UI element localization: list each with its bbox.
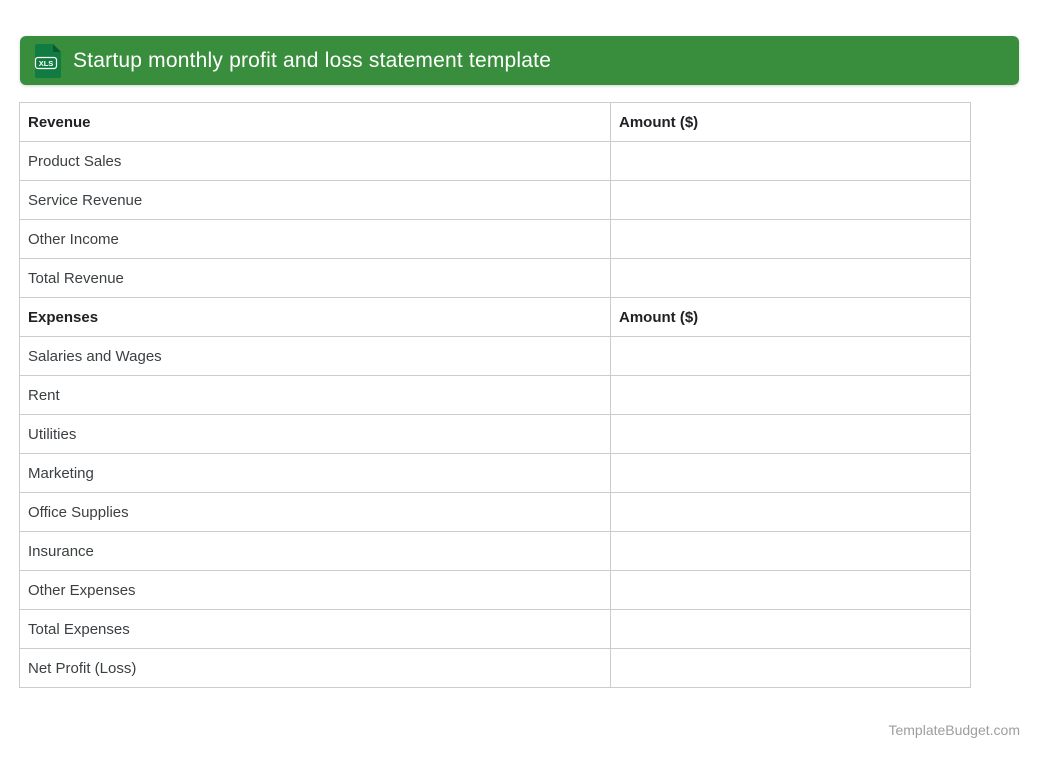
amount-cell [610,141,971,181]
amount-cell [610,219,971,259]
section-header-row: Revenue Amount ($) [19,102,971,142]
row-label: Salaries and Wages [19,336,611,376]
row-label: Total Revenue [19,258,611,298]
amount-cell [610,180,971,220]
table-row: Salaries and Wages [19,336,971,376]
table-row: Office Supplies [19,492,971,532]
profit-loss-table: Revenue Amount ($) Product Sales Service Re… [19,102,971,688]
table-row: Other Income [19,219,971,259]
amount-column-header: Amount ($) [610,297,971,337]
table-row: Insurance [19,531,971,571]
table-row: Utilities [19,414,971,454]
amount-cell [610,453,971,493]
row-label: Total Expenses [19,609,611,649]
row-label: Product Sales [19,141,611,181]
row-label: Utilities [19,414,611,454]
section-title: Expenses [19,297,611,337]
xls-icon-label: XLS [39,59,54,68]
row-label: Other Expenses [19,570,611,610]
amount-cell [610,336,971,376]
section-title: Revenue [19,102,611,142]
row-label: Net Profit (Loss) [19,648,611,688]
table-row: Total Expenses [19,609,971,649]
amount-cell [610,648,971,688]
row-label: Marketing [19,453,611,493]
row-label: Service Revenue [19,180,611,220]
amount-cell [610,531,971,571]
title-bar: XLS Startup monthly profit and loss stat… [20,36,1019,85]
table-row: Total Revenue [19,258,971,298]
table-row: Marketing [19,453,971,493]
pl-table-body: Revenue Amount ($) Product Sales Service Re… [19,102,971,688]
amount-cell [610,375,971,415]
amount-column-header: Amount ($) [610,102,971,142]
amount-cell [610,258,971,298]
table-row: Product Sales [19,141,971,181]
amount-cell [610,570,971,610]
xls-file-icon: XLS [34,43,61,78]
site-credit: TemplateBudget.com [888,722,1020,738]
row-label: Other Income [19,219,611,259]
row-label: Insurance [19,531,611,571]
table-row: Rent [19,375,971,415]
table-row: Net Profit (Loss) [19,648,971,688]
amount-cell [610,414,971,454]
table-row: Service Revenue [19,180,971,220]
amount-cell [610,492,971,532]
row-label: Rent [19,375,611,415]
table-row: Other Expenses [19,570,971,610]
page-title: Startup monthly profit and loss statemen… [73,48,552,72]
section-header-row: Expenses Amount ($) [19,297,971,337]
row-label: Office Supplies [19,492,611,532]
amount-cell [610,609,971,649]
